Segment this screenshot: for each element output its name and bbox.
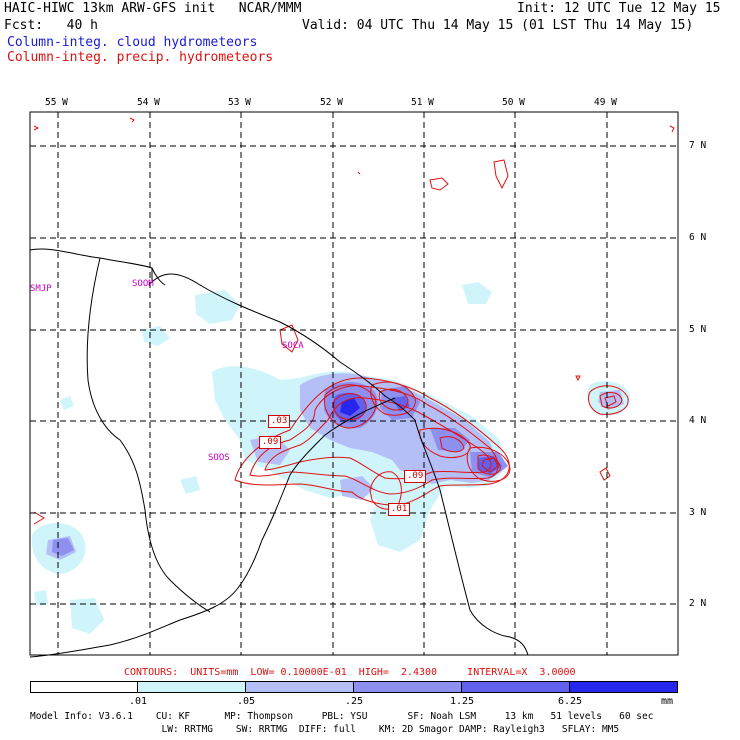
legend-precip-hydrometeors: Column-integ. precip. hydrometeors <box>7 50 274 65</box>
valid-time: Valid: 04 UTC Thu 14 May 15 (01 LST Thu … <box>302 18 694 33</box>
colorbar-tick: .25 <box>345 696 364 707</box>
coastlines <box>29 248 529 658</box>
colorbar-swatch <box>30 681 138 693</box>
init-time: Init: 12 UTC Tue 12 May 15 <box>517 1 721 16</box>
lon-label: 50 W <box>502 97 525 108</box>
lat-label: 2 N <box>689 598 707 609</box>
contour-label: .09 <box>259 436 282 449</box>
lon-label: 55 W <box>45 97 68 108</box>
legend-cloud-hydrometeors: Column-integ. cloud hydrometeors <box>7 35 258 50</box>
contour-info: CONTOURS: UNITS=mm LOW= 0.10000E-01 HIGH… <box>124 667 576 678</box>
colorbar-tick: .01 <box>129 696 148 707</box>
lat-label: 5 N <box>689 324 707 335</box>
lat-label: 3 N <box>689 507 707 518</box>
colorbar-tick: 6.25 <box>558 696 583 707</box>
lat-label: 7 N <box>689 140 707 151</box>
colorbar-tick: .05 <box>237 696 256 707</box>
lon-label: 54 W <box>137 97 160 108</box>
model-info-line2: LW: RRTMG SW: RRTMG DIFF: full KM: 2D Sm… <box>30 724 620 735</box>
colorbar-swatch <box>569 681 678 693</box>
precip-contours <box>33 117 675 525</box>
colorbar-swatch <box>245 681 354 693</box>
cloud-fill-light <box>31 282 631 634</box>
station-label-soos: SOOS <box>208 453 230 463</box>
lat-lon-grid <box>30 112 678 655</box>
lon-label: 51 W <box>411 97 434 108</box>
map-frame <box>29 111 679 656</box>
station-label-soca: SOCA <box>282 341 304 351</box>
station-label-soom: SOOM <box>132 279 154 289</box>
colorbar-tick: 1.25 <box>450 696 475 707</box>
lon-label: 53 W <box>228 97 251 108</box>
colorbar-units: mm <box>661 696 674 707</box>
lon-label: 49 W <box>594 97 617 108</box>
contour-label: .09 <box>404 470 427 483</box>
cloud-fill-darkest <box>340 398 360 416</box>
lat-label: 6 N <box>689 232 707 243</box>
station-label-smjp: SMJP <box>30 284 52 294</box>
forecast-hour: Fcst: 40 h <box>4 18 98 33</box>
model-info-line1: Model Info: V3.6.1 CU: KF MP: Thompson P… <box>30 711 654 722</box>
colorbar-swatch <box>137 681 246 693</box>
contour-label: .03 <box>268 415 291 428</box>
lon-label: 52 W <box>320 97 343 108</box>
lat-label: 4 N <box>689 415 707 426</box>
colorbar-swatch <box>353 681 462 693</box>
colorbar-swatch <box>461 681 570 693</box>
contour-label: .01 <box>388 503 411 516</box>
plot-title: HAIC-HIWC 13km ARW-GFS init NCAR/MMM <box>4 1 302 16</box>
